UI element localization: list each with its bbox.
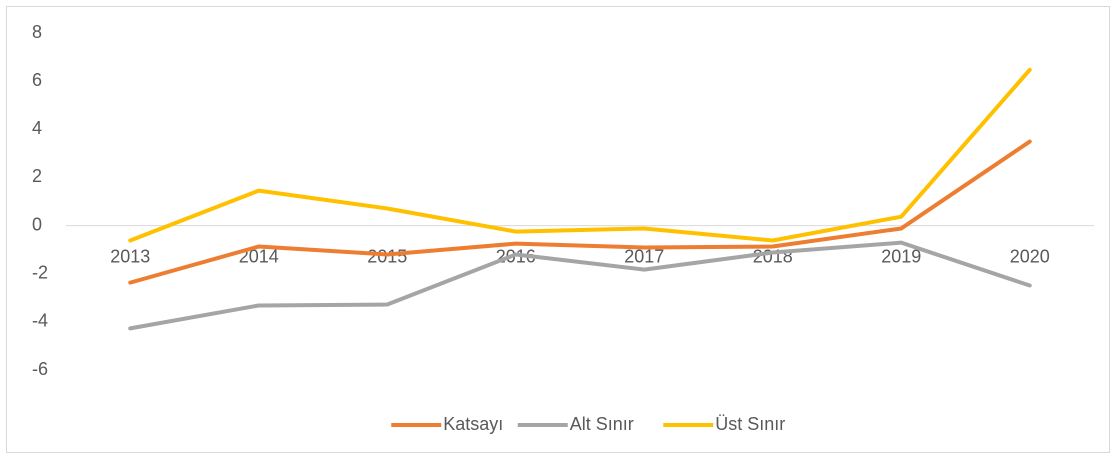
legend-label: Katsayı	[443, 414, 503, 434]
series-line	[128, 139, 1032, 285]
series-line	[128, 67, 1032, 243]
x-tick-label: 2017	[624, 246, 664, 266]
y-tick-label: -4	[32, 311, 48, 331]
y-tick-label: 8	[32, 22, 42, 42]
series-line	[128, 240, 1032, 331]
y-tick-label: 6	[32, 70, 42, 90]
x-tick-label: 2020	[1010, 246, 1050, 266]
y-tick-label: -2	[32, 262, 48, 282]
y-tick-label: 2	[32, 166, 42, 186]
legend-label: Alt Sınır	[570, 414, 634, 434]
x-tick-label: 2013	[110, 246, 150, 266]
y-tick-label: -6	[32, 359, 48, 379]
x-tick-label: 2019	[881, 246, 921, 266]
y-tick-label: 0	[32, 214, 42, 234]
y-tick-label: 4	[32, 118, 42, 138]
legend-label: Üst Sınır	[715, 414, 785, 434]
